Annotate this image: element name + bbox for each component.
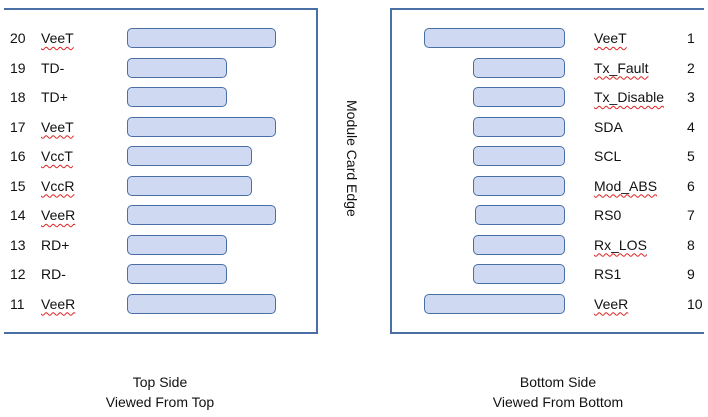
pin-row: 3 Tx_Disable [0, 87, 708, 107]
contact-pad [473, 87, 565, 107]
pin-number: 20 [10, 30, 26, 46]
pin-number: 12 [10, 266, 26, 282]
pin-number: 18 [10, 89, 26, 105]
pin-row: 15 VccR [0, 175, 708, 196]
pin-number: 14 [10, 207, 26, 223]
pin-number: 11 [10, 295, 25, 312]
pin-name: VeeR [594, 295, 629, 312]
pin-row: 1 VeeT [0, 28, 708, 48]
contact-pad [127, 205, 276, 225]
pin-name: RD+ [41, 236, 70, 253]
top-panel-top-border [4, 8, 318, 10]
bottom-panel-top-border [390, 8, 704, 10]
pin-number: 9 [687, 266, 695, 282]
module-card-edge-label: Module Card Edge [344, 100, 360, 260]
pin-row: 18 TD+ [0, 87, 708, 107]
pin-row: 9 RS1 [0, 264, 708, 284]
contact-pad [127, 146, 252, 166]
contact-pad [473, 234, 565, 255]
contact-pad [473, 175, 565, 196]
pin-row: 5 SCL [0, 146, 708, 166]
pin-name: TD- [41, 59, 65, 76]
contact-pad [424, 293, 565, 314]
bottom-caption-line1: Bottom Side [519, 374, 597, 390]
pin-number: 7 [687, 207, 695, 223]
bottom-caption-line2: Viewed From Bottom [492, 394, 624, 410]
top-caption-line1: Top Side [132, 374, 188, 390]
bottom-panel-bottom-border [390, 332, 704, 334]
pin-name: VeeT [41, 30, 74, 46]
pin-row: 14 VeeR [0, 205, 708, 225]
contact-pad [127, 57, 227, 78]
pin-name: RS1 [594, 266, 622, 282]
contact-pad [127, 28, 276, 48]
pin-number: 1 [687, 30, 695, 46]
pin-row: 8 Rx_LOS [0, 234, 708, 255]
pin-number: 16 [10, 148, 26, 164]
pin-name: VccT [41, 148, 73, 164]
pin-row: 16 VccT [0, 146, 708, 166]
pin-name: Tx_Disable [594, 89, 665, 105]
pin-number: 2 [687, 59, 695, 76]
contact-pad [127, 116, 276, 137]
pin-name: VeeT [594, 30, 627, 46]
pin-row: 2 Tx_Fault [0, 57, 708, 78]
pin-name: RD- [41, 266, 66, 282]
pin-number: 4 [687, 118, 695, 135]
pin-name: RS0 [594, 207, 622, 223]
pin-name: SDA [594, 118, 623, 135]
pin-row: 20 VeeT [0, 28, 708, 48]
pin-number: 15 [10, 177, 26, 194]
pin-number: 3 [687, 89, 695, 105]
contact-pad [127, 234, 227, 255]
contact-pad [473, 57, 565, 78]
contact-pad [127, 293, 276, 314]
contact-pad [127, 175, 252, 196]
contact-pad [127, 87, 227, 107]
bottom-side-caption: Bottom Side Viewed From Bottom [448, 372, 668, 412]
pin-name: Mod_ABS [594, 177, 658, 194]
contact-pad [473, 264, 565, 284]
pin-name: VeeR [41, 207, 76, 223]
pin-name: Rx_LOS [594, 236, 647, 253]
pin-row: 19 TD- [0, 57, 708, 78]
edge-label-text: Module Card Edge [344, 100, 360, 217]
pin-row: 11 VeeR [0, 293, 708, 314]
pin-name: TD+ [41, 89, 68, 105]
top-caption-line2: Viewed From Top [105, 394, 215, 410]
contact-pad [127, 264, 227, 284]
contact-pad [475, 205, 565, 225]
bottom-panel-left-border [390, 8, 392, 334]
contact-pad [473, 116, 565, 137]
pin-number: 13 [10, 236, 26, 253]
top-panel-bottom-border [4, 332, 318, 334]
top-panel-right-border [316, 8, 318, 334]
pin-number: 8 [687, 236, 695, 253]
pin-row: 13 RD+ [0, 234, 708, 255]
pin-row: 17 VeeT [0, 116, 708, 137]
pin-number: 19 [10, 59, 26, 76]
pin-number: 6 [687, 177, 695, 194]
pin-number: 5 [687, 148, 695, 164]
top-side-caption: Top Side Viewed From Top [60, 372, 260, 412]
pin-number: 17 [10, 118, 26, 135]
pin-row: 6 Mod_ABS [0, 175, 708, 196]
pin-row: 12 RD- [0, 264, 708, 284]
contact-pad [473, 146, 565, 166]
pin-row: 4 SDA [0, 116, 708, 137]
contact-pad [424, 28, 565, 48]
pin-name: VeeT [41, 118, 74, 135]
pin-name: VeeR [41, 295, 76, 312]
pin-row: 7 RS0 [0, 205, 708, 225]
pin-name: SCL [594, 148, 622, 164]
pin-number: 10 [687, 295, 703, 312]
pin-row: 10 VeeR [0, 293, 708, 314]
pin-name: VccR [41, 177, 75, 194]
pin-name: Tx_Fault [594, 59, 649, 76]
